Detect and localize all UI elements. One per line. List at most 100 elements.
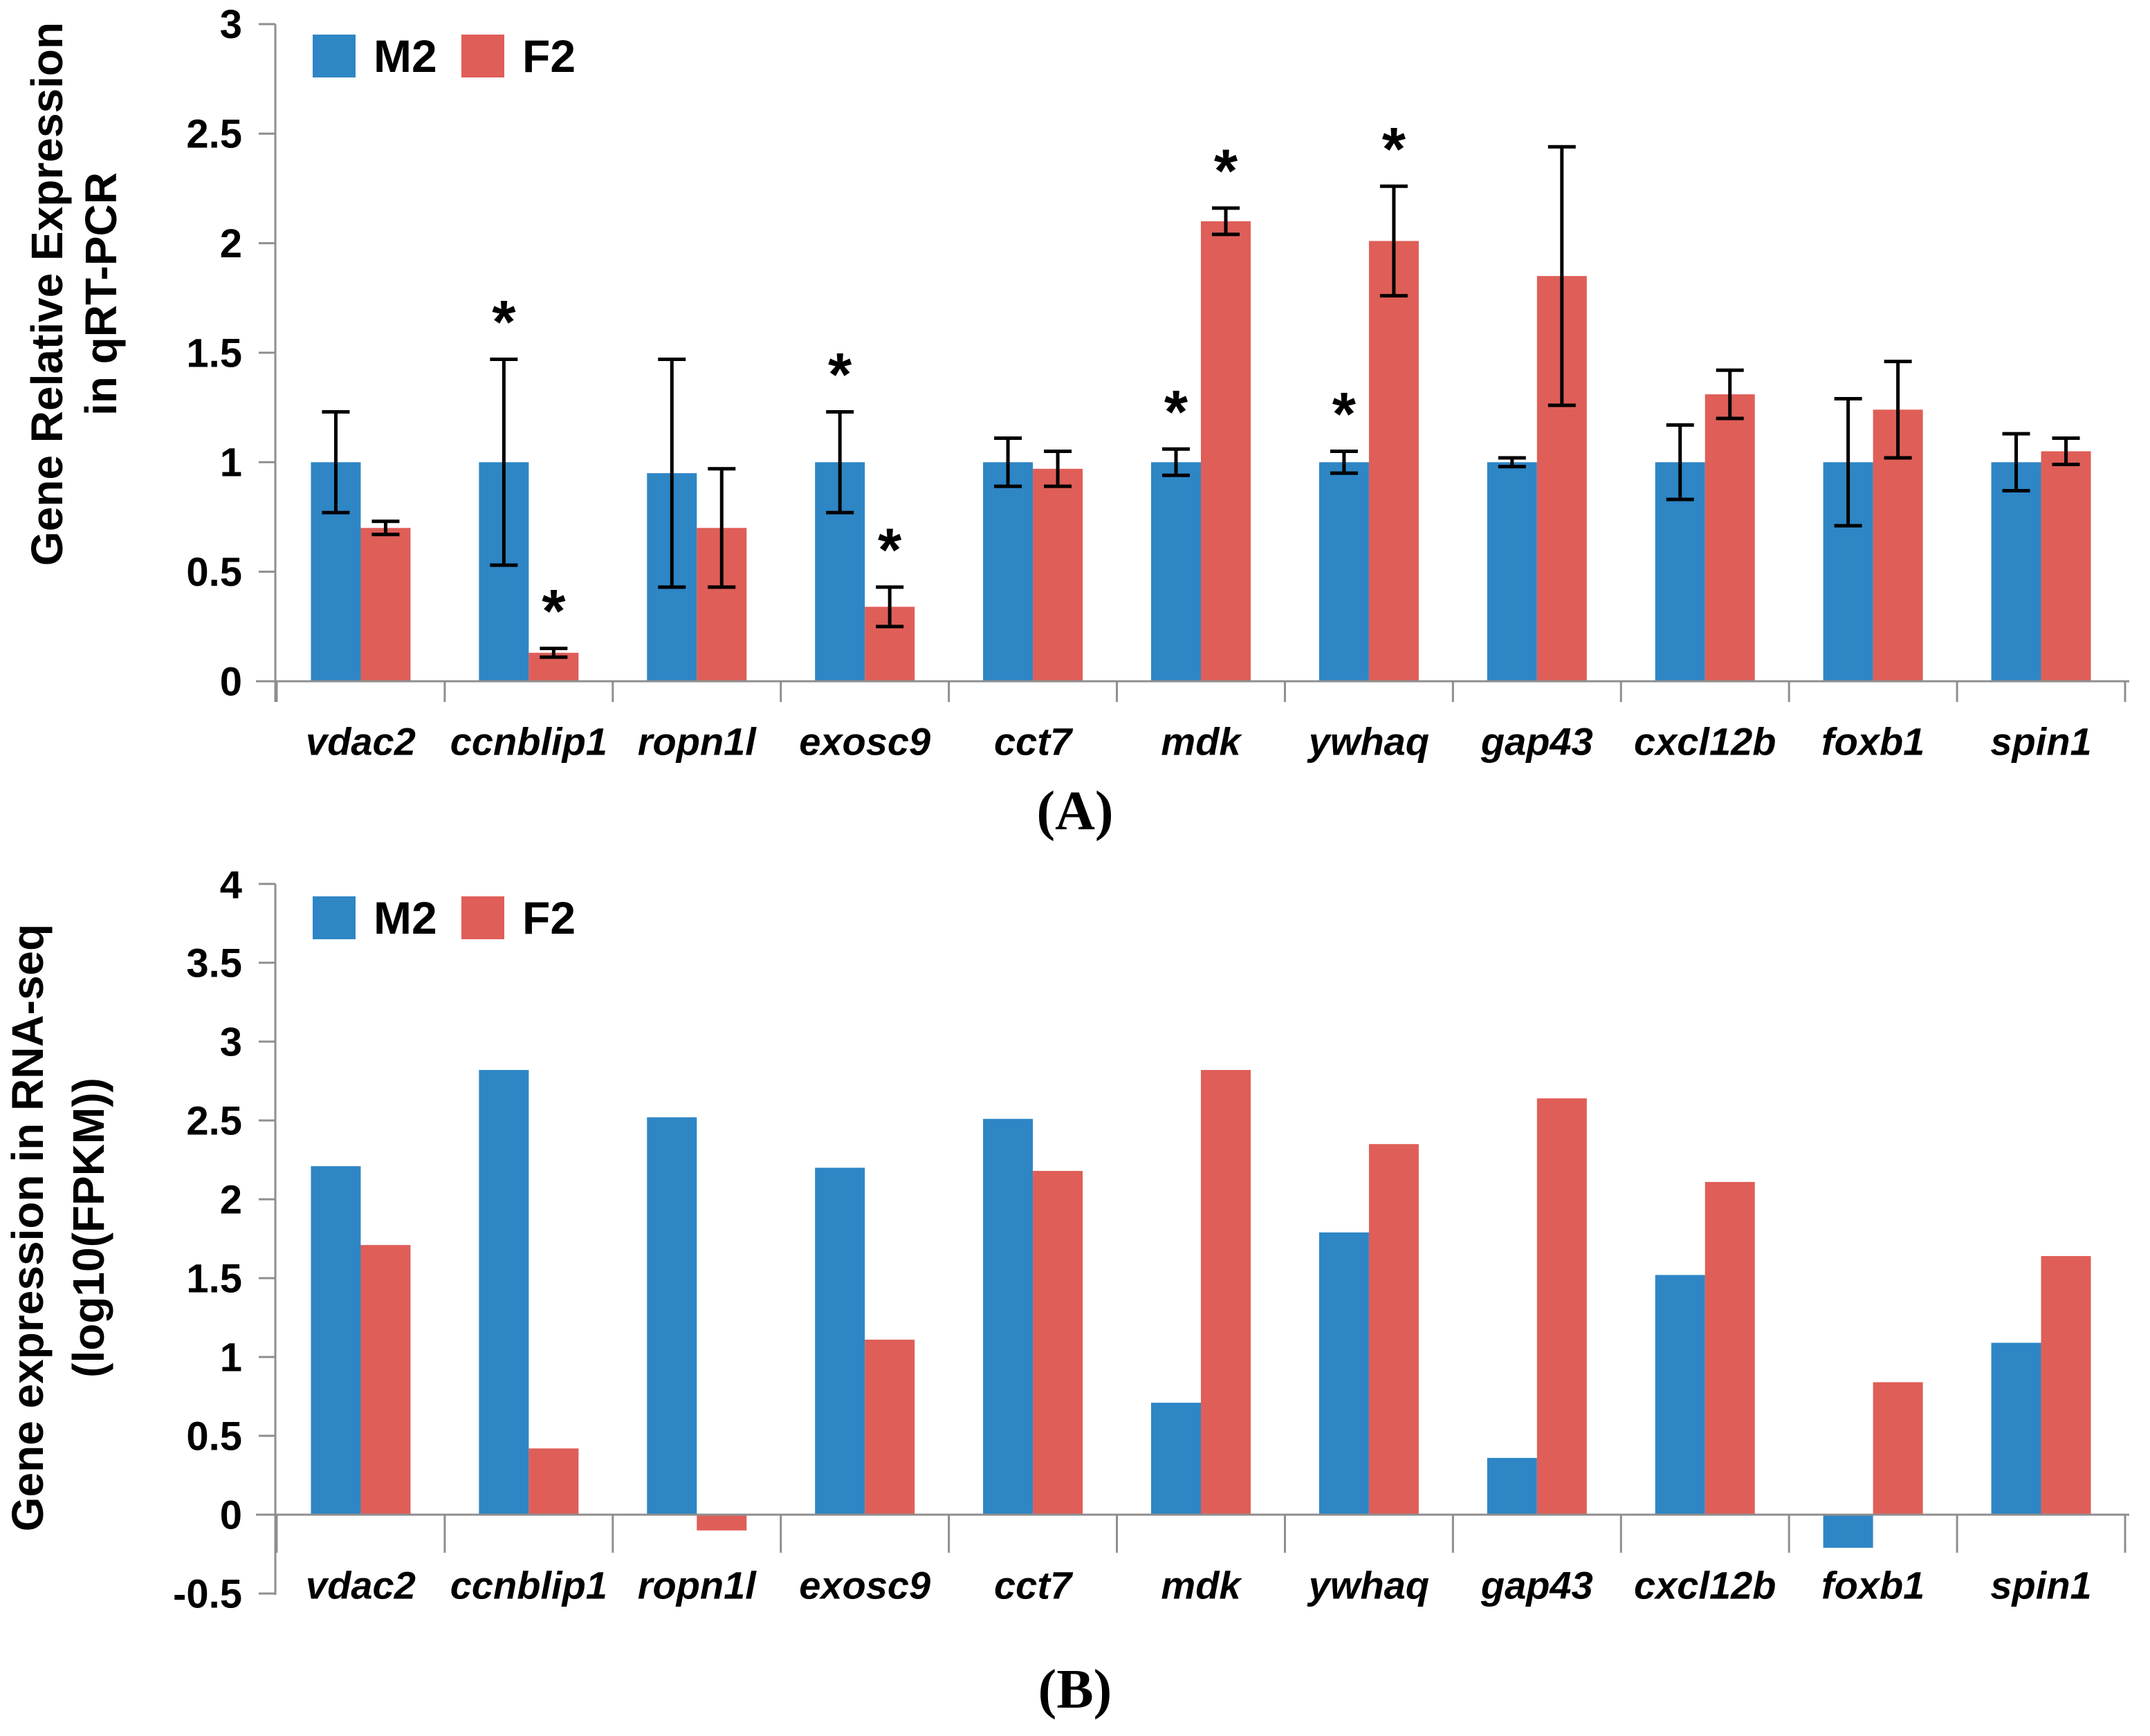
panel-b-y-tick-label-4: 4 — [220, 871, 242, 907]
bar-b-f2-exosc9 — [865, 1339, 915, 1515]
panel-b-y-tick-label-3: 3 — [220, 1019, 242, 1064]
bar-a-m2-mdk — [1151, 462, 1201, 681]
bar-b-m2-ccnblip1 — [479, 1070, 529, 1515]
panel-a-category-label-gap43: gap43 — [1480, 720, 1593, 764]
bar-b-m2-foxb1 — [1823, 1515, 1873, 1548]
panel-b-category-label-cxcl12b: cxcl12b — [1634, 1564, 1776, 1607]
panel-a-y-tick-label-0.5: 0.5 — [186, 550, 242, 595]
panel-b-y-tick-label-1: 1 — [220, 1335, 242, 1380]
bar-b-f2-cct7 — [1033, 1170, 1083, 1515]
significance-asterisk-a-f2-ccnblip1: * — [542, 576, 566, 645]
panel-b-legend-swatch-m2 — [313, 896, 356, 939]
bar-b-m2-ywhaq — [1319, 1232, 1369, 1515]
panel-b-category-label-ropn1l: ropn1l — [638, 1564, 757, 1607]
significance-asterisk-a-m2-ywhaq: * — [1332, 379, 1357, 447]
bar-b-f2-foxb1 — [1873, 1382, 1923, 1515]
bar-a-f2-mdk — [1201, 221, 1251, 681]
panel-a-category-label-cxcl12b: cxcl12b — [1634, 720, 1776, 764]
panel-b-category-label-spin1: spin1 — [1990, 1564, 2091, 1607]
errorbar-a-m2-exosc9 — [826, 409, 854, 515]
errorbar-a-m2-mdk — [1162, 447, 1190, 477]
panel-b-category-label-mdk: mdk — [1161, 1564, 1242, 1607]
errorbar-a-m2-ropn1l — [658, 357, 686, 589]
panel-b-y-tick-label-1.5: 1.5 — [186, 1256, 242, 1301]
panel-a-y-tick-label-1: 1 — [220, 441, 242, 486]
panel-a-y-tick-label-2: 2 — [220, 221, 242, 266]
panel-b-y-tick-label-2: 2 — [220, 1177, 242, 1222]
panel-a-y-tick-label-3: 3 — [220, 2, 242, 47]
errorbar-a-f2-ccnblip1 — [540, 646, 568, 659]
errorbar-a-m2-gap43 — [1498, 456, 1526, 469]
bar-a-m2-ywhaq — [1319, 462, 1369, 681]
panel-a-legend-label-m2: M2 — [374, 30, 437, 82]
bar-b-m2-vdac2 — [311, 1166, 361, 1515]
panel-b-category-label-cct7: cct7 — [994, 1564, 1074, 1607]
bar-b-m2-spin1 — [1991, 1342, 2041, 1515]
errorbar-a-m2-foxb1 — [1834, 396, 1862, 528]
errorbar-a-f2-gap43 — [1547, 145, 1576, 407]
panel-a-y-tick-label-1.5: 1.5 — [186, 331, 242, 376]
errorbar-a-f2-ywhaq — [1379, 184, 1408, 298]
errorbar-a-f2-ropn1l — [708, 467, 736, 589]
bar-b-f2-gap43 — [1536, 1098, 1587, 1515]
errorbar-a-f2-vdac2 — [371, 519, 400, 537]
panel-a-category-label-mdk: mdk — [1161, 720, 1242, 764]
errorbar-a-m2-ywhaq — [1330, 449, 1358, 475]
bar-b-m2-cxcl12b — [1655, 1275, 1705, 1515]
panel-a-category-label-ywhaq: ywhaq — [1307, 720, 1429, 764]
panel-a-category-label-vdac2: vdac2 — [306, 720, 416, 764]
panel-a-legend-label-f2: F2 — [522, 30, 576, 82]
bar-a-f2-cct7 — [1033, 468, 1083, 681]
errorbar-a-f2-cct7 — [1044, 449, 1072, 488]
panel-b-category-label-foxb1: foxb1 — [1821, 1564, 1924, 1607]
significance-asterisk-a-f2-mdk: * — [1214, 136, 1238, 205]
bar-b-f2-cxcl12b — [1705, 1181, 1755, 1515]
panel-b-category-label-ccnblip1: ccnblip1 — [450, 1564, 607, 1607]
panel-b-category-label-vdac2: vdac2 — [306, 1564, 416, 1607]
bar-b-f2-mdk — [1201, 1070, 1251, 1515]
errorbar-a-m2-cxcl12b — [1666, 423, 1694, 501]
bar-b-m2-gap43 — [1487, 1457, 1537, 1515]
bar-b-m2-ropn1l — [647, 1117, 697, 1515]
panel-a-category-label-ccnblip1: ccnblip1 — [450, 720, 607, 764]
bar-a-m2-cct7 — [983, 462, 1033, 681]
panel-a-category-label-foxb1: foxb1 — [1821, 720, 1924, 764]
bar-b-f2-ccnblip1 — [529, 1448, 579, 1515]
panel-a-legend-swatch-f2 — [461, 35, 504, 77]
errorbar-a-f2-exosc9 — [876, 585, 904, 629]
significance-asterisk-a-m2-ccnblip1: * — [492, 287, 516, 355]
bar-b-m2-cct7 — [983, 1118, 1033, 1515]
errorbar-a-m2-vdac2 — [322, 409, 350, 515]
bar-b-f2-vdac2 — [360, 1245, 411, 1515]
bar-b-m2-mdk — [1151, 1403, 1201, 1515]
bar-a-f2-spin1 — [2041, 451, 2091, 681]
significance-asterisk-a-m2-exosc9: * — [828, 340, 852, 408]
bar-a-f2-vdac2 — [360, 528, 411, 681]
significance-asterisk-a-f2-exosc9: * — [878, 515, 902, 584]
panel-b-y-tick-label-0: 0 — [220, 1493, 242, 1538]
errorbar-a-m2-ccnblip1 — [490, 357, 518, 567]
panel-a-category-label-exosc9: exosc9 — [799, 720, 930, 764]
bar-a-f2-ywhaq — [1368, 241, 1419, 682]
errorbar-a-m2-spin1 — [2002, 432, 2030, 492]
panel-a-y-tick-label-2.5: 2.5 — [186, 112, 242, 157]
panel-b-y-tick-label-0.5: 0.5 — [186, 1414, 242, 1459]
panel-b-legend-label-m2: M2 — [374, 892, 437, 943]
panel-b-category-label-gap43: gap43 — [1480, 1564, 1593, 1607]
panel-b-y-tick-label-3.5: 3.5 — [186, 941, 242, 986]
bar-a-f2-cxcl12b — [1705, 394, 1755, 681]
bar-a-m2-spin1 — [1991, 462, 2041, 681]
errorbar-a-f2-foxb1 — [1884, 360, 1912, 460]
errorbar-a-m2-cct7 — [994, 436, 1022, 488]
panel-b-y-tick-label-2.5: 2.5 — [186, 1098, 242, 1143]
errorbar-a-f2-mdk — [1212, 206, 1240, 237]
panel-a-caption: (A) — [1036, 781, 1114, 842]
errorbar-a-f2-cxcl12b — [1716, 368, 1744, 421]
panel-b-chart: Gene expression in RNA-seq (log10(FPKM)) -… — [3, 871, 2129, 1616]
significance-asterisk-a-m2-mdk: * — [1164, 377, 1188, 445]
panel-a-y-axis-title-line-2: in qRT-PCR — [76, 172, 126, 416]
bar-a-m2-gap43 — [1487, 462, 1537, 681]
bar-b-f2-ywhaq — [1368, 1144, 1419, 1515]
panel-b-category-label-exosc9: exosc9 — [799, 1564, 930, 1607]
bar-b-f2-spin1 — [2041, 1256, 2091, 1515]
